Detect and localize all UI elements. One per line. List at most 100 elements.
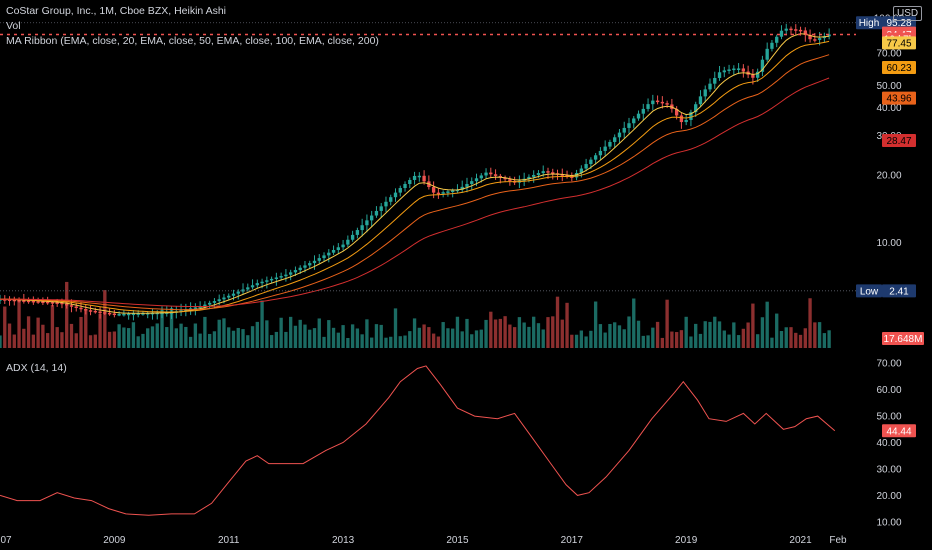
- volume-bar: [622, 329, 626, 348]
- candle-body: [784, 28, 788, 31]
- volume-bar: [603, 332, 607, 348]
- volume-bars: [0, 281, 831, 348]
- candle-body: [50, 302, 55, 304]
- price-badge-low: Low 2.41: [856, 284, 916, 298]
- price-badge-box: [882, 91, 916, 105]
- candle-body: [536, 173, 541, 175]
- volume-bar: [670, 331, 674, 348]
- candle-body: [93, 310, 97, 313]
- volume-bar: [360, 334, 364, 348]
- volume-legend[interactable]: Vol: [6, 20, 21, 32]
- volume-bar: [188, 336, 193, 348]
- candle-body: [41, 301, 45, 304]
- candle-body: [493, 174, 498, 176]
- candle-body: [441, 192, 445, 194]
- candle-body: [684, 119, 688, 123]
- price-badge-value: 2.41: [889, 286, 909, 297]
- candle-body: [679, 115, 684, 123]
- price-badge-high: High 95.28: [856, 16, 916, 30]
- volume-bar: [384, 337, 388, 348]
- ema-line-20: [0, 33, 830, 314]
- volume-bar: [436, 336, 441, 348]
- candle-body: [79, 307, 83, 310]
- volume-badge-box: [882, 332, 924, 345]
- ema-line-200: [0, 77, 830, 307]
- adx-badge-box: [882, 424, 916, 438]
- volume-bar: [393, 308, 398, 348]
- adx-legend[interactable]: ADX (14, 14): [6, 362, 67, 374]
- candle-body: [374, 210, 379, 216]
- candle-body: [126, 313, 131, 316]
- symbol-legend[interactable]: CoStar Group, Inc., 1M, Cboe BZX, Heikin…: [6, 5, 227, 17]
- volume-bar: [389, 336, 393, 348]
- volume-bar: [322, 336, 326, 348]
- candle-body: [622, 127, 626, 133]
- volume-bar: [79, 316, 83, 348]
- volume-bar: [45, 333, 50, 348]
- volume-bar: [674, 332, 679, 348]
- volume-bar: [527, 326, 531, 348]
- adx-pane: [0, 365, 836, 516]
- candle-body: [484, 172, 488, 176]
- volume-bar: [493, 319, 498, 348]
- volume-bar: [412, 318, 417, 348]
- volume-bar: [308, 329, 312, 348]
- volume-bar: [88, 335, 93, 348]
- volume-bar: [103, 290, 107, 348]
- candle-body: [632, 118, 636, 124]
- candles: [0, 23, 831, 321]
- candle-body: [579, 168, 584, 173]
- candle-body: [360, 225, 364, 231]
- candle-body: [341, 244, 345, 248]
- candle-body: [22, 300, 26, 302]
- candle-body: [98, 311, 102, 314]
- candle-body: [455, 189, 460, 192]
- ma-ribbon-legend[interactable]: MA Ribbon (EMA, close, 20, EMA, close, 5…: [6, 35, 379, 47]
- candle-body: [417, 175, 421, 178]
- volume-bar: [398, 336, 402, 348]
- volume-bar: [408, 331, 412, 348]
- volume-bar: [84, 309, 88, 348]
- candle-body: [336, 247, 340, 250]
- volume-bar: [589, 330, 593, 348]
- candle-body: [198, 306, 202, 308]
- volume-bar: [713, 316, 717, 348]
- candle-body: [17, 300, 21, 302]
- candle-body: [593, 155, 598, 160]
- candle-body: [45, 301, 50, 304]
- volume-bar: [446, 328, 450, 348]
- candle-body: [88, 310, 93, 312]
- adx-badge: 44.44: [882, 424, 916, 438]
- candle-body: [231, 293, 236, 296]
- volume-bar: [112, 331, 117, 348]
- volume-bar: [741, 328, 746, 348]
- volume-bar: [455, 316, 460, 348]
- candle-body: [808, 34, 812, 40]
- time-tick-label: 2019: [675, 535, 698, 546]
- adx-tick-label: 20.00: [876, 491, 901, 502]
- candle-body: [446, 191, 450, 193]
- price-badge-label: High: [859, 18, 880, 29]
- price-badge-box: [882, 284, 916, 298]
- ema-line-100: [0, 54, 830, 311]
- price-badge-tag: [856, 284, 882, 298]
- candle-body: [789, 28, 793, 31]
- candle-body: [541, 171, 545, 174]
- volume-bar: [65, 281, 69, 348]
- volume-bar: [374, 324, 379, 348]
- currency-button[interactable]: USD: [893, 6, 923, 21]
- volume-bar: [50, 305, 55, 348]
- volume-bar: [236, 327, 240, 348]
- volume-bar: [279, 317, 283, 348]
- volume-bar: [489, 311, 493, 348]
- price-tick-label: 50.00: [876, 81, 901, 92]
- volume-bar: [703, 321, 707, 348]
- volume-bar: [698, 333, 703, 348]
- volume-bar: [532, 316, 536, 348]
- volume-bar: [331, 327, 336, 348]
- price-tick-label: 20.00: [876, 171, 901, 182]
- price-badge-box: [882, 134, 916, 148]
- volume-bar: [541, 329, 545, 348]
- candle-body: [289, 272, 293, 275]
